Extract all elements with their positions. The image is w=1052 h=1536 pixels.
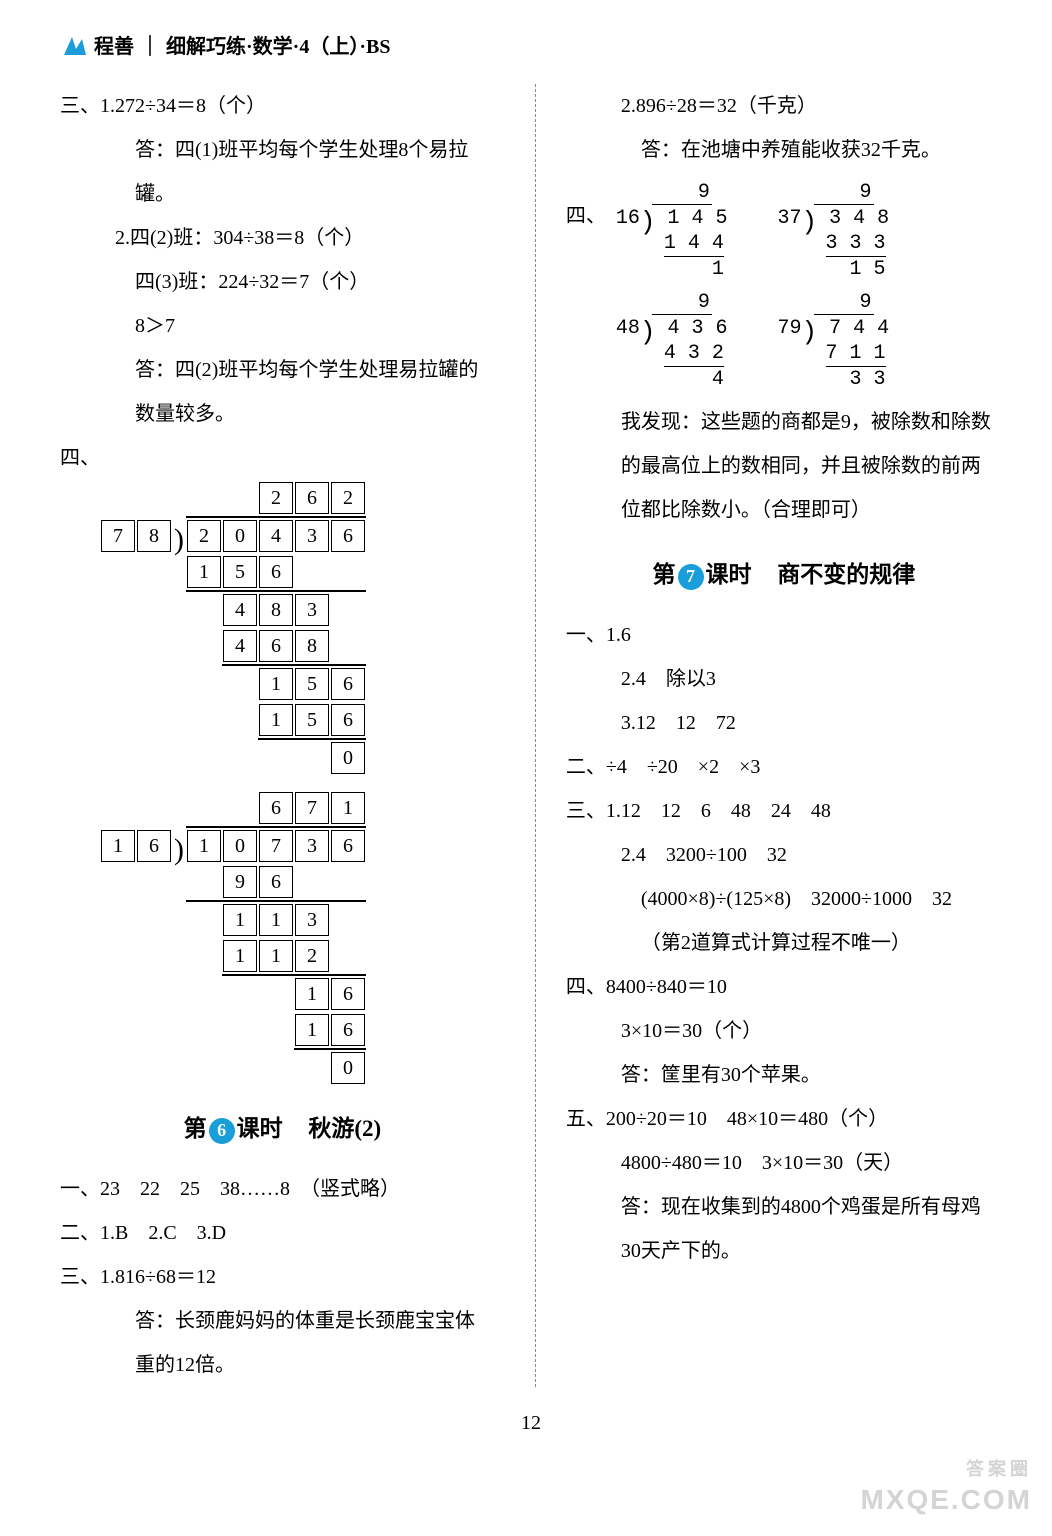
r-4-wrap: 四、 916) 1 4 5 1 4 4 1 937) 3 4 8 3 3 3 1…	[566, 172, 1002, 400]
l6-a3-1ans-a: 答：长颈鹿妈妈的体重是长颈鹿宝宝体	[60, 1299, 505, 1343]
watermark: 答案圈 MXQE.COM	[860, 1458, 1032, 1518]
s1: 一、1.6	[566, 613, 1002, 657]
brand-text: 程善	[94, 30, 134, 59]
s3-2a: 2.4 3200÷100 32	[566, 833, 1002, 877]
ld-row-1: 916) 1 4 5 1 4 4 1 937) 3 4 8 3 3 3 1 5	[616, 180, 1002, 282]
sec3-2-prefix: 2.	[115, 227, 130, 249]
discover-b: 的最高位上的数相同，并且被除数的前两	[566, 444, 1002, 488]
header-title: 细解巧练·数学·4（上）·BS	[166, 30, 390, 59]
long-division-3: 948) 4 3 6 4 3 2 4	[616, 290, 728, 392]
sec3-1-prefix: 1.	[100, 95, 115, 117]
s1-2: 2.4 除以3	[566, 657, 1002, 701]
ld-row-2: 948) 4 3 6 4 3 2 4 979) 7 4 4 7 1 1 3 3	[616, 290, 1002, 392]
l6-a3-1p: 1.	[100, 1266, 115, 1288]
sec3-2-ans-a: 答：四(2)班平均每个学生处理易拉罐的	[60, 348, 505, 392]
l6-a3-1eq: 816÷68＝12	[115, 1266, 216, 1288]
lesson6-title: 第6课时 秋游(2)	[60, 1104, 505, 1155]
r-4-label: 四、	[566, 194, 606, 238]
watermark-logo: 答案圈	[860, 1458, 1032, 1481]
lesson7-mid: 课时	[706, 562, 752, 587]
s3-2b: (4000×8)÷(125×8) 32000÷1000 32	[566, 877, 1002, 921]
column-divider	[535, 84, 536, 1387]
watermark-url: MXQE.COM	[860, 1482, 1032, 1518]
sec3-2: 2.四(2)班：304÷38＝8（个）	[60, 216, 505, 260]
columns: 三、1.272÷34＝8（个） 答：四(1)班平均每个学生处理8个易拉罐。 2.…	[60, 84, 1002, 1387]
l6-a2: 二、1.B 2.C 3.D	[60, 1211, 505, 1255]
sec3-2-ans-b: 数量较多。	[60, 392, 505, 436]
lesson7-title: 第7课时 商不变的规律	[566, 550, 1002, 601]
s4-a: 四、8400÷840＝10	[566, 965, 1002, 1009]
sec3-1-ans: 答：四(1)班平均每个学生处理8个易拉罐。	[60, 128, 505, 216]
sec3-2-l2: 四(3)班：224÷32＝7（个）	[60, 260, 505, 304]
r-2-eq: 896÷28＝32（千克）	[636, 95, 817, 117]
long-division-1: 916) 1 4 5 1 4 4 1	[616, 180, 728, 282]
header: 程善 ｜ 细解巧练·数学·4（上）·BS	[60, 30, 1002, 59]
sec3-1-eq: 272÷34＝8（个）	[115, 95, 266, 117]
s5-a: 五、200÷20＝10 48×10＝480（个）	[566, 1097, 1002, 1141]
right-column: 2.896÷28＝32（千克） 答：在池塘中养殖能收获32千克。 四、 916)…	[566, 84, 1002, 1387]
sec4-label: 四、	[60, 436, 505, 480]
s5-d: 30天产下的。	[566, 1229, 1002, 1273]
s1-3: 3.12 12 72	[566, 701, 1002, 745]
s3-1: 1.12 12 6 48 24 48	[606, 800, 831, 822]
discover-c: 位都比除数小。（合理即可）	[566, 488, 1002, 532]
s3-label: 三、	[566, 800, 606, 822]
r-2-ans: 答：在池塘中养殖能收获32千克。	[566, 128, 1002, 172]
lesson7-name: 商不变的规律	[777, 562, 915, 587]
l6-a3: 三、1.816÷68＝12	[60, 1255, 505, 1299]
s2: 二、÷4 ÷20 ×2 ×3	[566, 745, 1002, 789]
s3: 三、1.12 12 6 48 24 48	[566, 789, 1002, 833]
s1-label: 一、	[566, 624, 606, 646]
lesson6-mid: 课时	[237, 1116, 283, 1141]
lesson7-prefix: 第	[653, 562, 676, 587]
sec3-2-l1: 四(2)班：304÷38＝8（个）	[130, 227, 364, 249]
l6-a3-label: 三、	[60, 1266, 100, 1288]
lesson6-prefix: 第	[184, 1116, 207, 1141]
r-2: 2.896÷28＝32（千克）	[566, 84, 1002, 128]
left-column: 三、1.272÷34＝8（个） 答：四(1)班平均每个学生处理8个易拉罐。 2.…	[60, 84, 505, 1387]
page-number: 12	[60, 1412, 1002, 1435]
l6-a3-1ans-b: 重的12倍。	[60, 1343, 505, 1387]
boxed-division-1: 26278)204361564834681561560	[100, 480, 505, 776]
s5-c: 答：现在收集到的4800个鸡蛋是所有母鸡	[566, 1185, 1002, 1229]
sec3: 三、1.272÷34＝8（个）	[60, 84, 505, 128]
header-sep: ｜	[140, 30, 160, 59]
sec3-label: 三、	[60, 95, 100, 117]
brand-icon	[60, 31, 88, 59]
s1-1: 1.6	[606, 624, 631, 646]
long-division-2: 937) 3 4 8 3 3 3 1 5	[778, 180, 890, 282]
circle-7-icon: 7	[678, 564, 704, 590]
r-2-p: 2.	[621, 95, 636, 117]
sec3-2-l3: 8＞7	[60, 304, 505, 348]
s3-2c: （第2道算式计算过程不唯一）	[566, 921, 1002, 965]
s4-b: 3×10＝30（个）	[566, 1009, 1002, 1053]
boxed-division-2: 67116)107369611311216160	[100, 790, 505, 1086]
l6-a1: 一、23 22 25 38……8 （竖式略）	[60, 1167, 505, 1211]
lesson6-name: 秋游(2)	[308, 1116, 381, 1141]
circle-6-icon: 6	[209, 1118, 235, 1144]
long-division-4: 979) 7 4 4 7 1 1 3 3	[778, 290, 890, 392]
s4-c: 答：筐里有30个苹果。	[566, 1053, 1002, 1097]
s5-b: 4800÷480＝10 3×10＝30（天）	[566, 1141, 1002, 1185]
page: 程善 ｜ 细解巧练·数学·4（上）·BS 三、1.272÷34＝8（个） 答：四…	[0, 0, 1052, 1536]
discover-a: 我发现：这些题的商都是9，被除数和除数	[566, 400, 1002, 444]
